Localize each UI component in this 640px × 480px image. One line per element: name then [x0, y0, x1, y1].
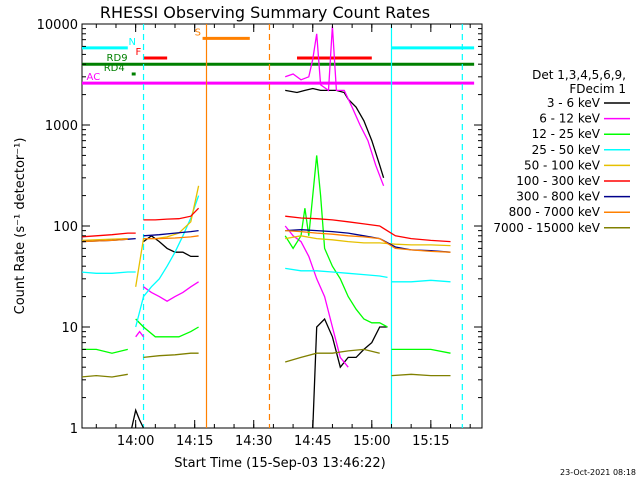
- series-0: [131, 87, 388, 428]
- series-line: [285, 348, 380, 363]
- x-tick-label: 15:15: [412, 434, 449, 449]
- series-line: [391, 279, 451, 283]
- legend-entry-label: 300 - 800 keV: [516, 190, 600, 204]
- series-line: [143, 234, 199, 258]
- legend: Det 1,3,4,5,6,9, FDecim 1 3 - 6 keV 6 - 1…: [493, 68, 630, 235]
- flag-label-rd4: RD4: [104, 63, 125, 74]
- series-line: [82, 237, 128, 241]
- series-line: [143, 281, 199, 302]
- y-tick-label: 10000: [37, 18, 78, 33]
- flag-label-n: N: [129, 37, 136, 48]
- chart-title: RHESSI Observing Summary Count Rates: [100, 3, 430, 22]
- legend-entry-label: 800 - 7000 keV: [509, 205, 601, 219]
- series-line: [82, 238, 128, 243]
- series-line: [285, 267, 388, 279]
- series-line: [82, 232, 136, 238]
- flag-label-rd9: RD9: [107, 53, 128, 64]
- flag-label-s: S: [195, 27, 201, 38]
- series-line: [82, 271, 136, 274]
- series-line: [285, 215, 451, 243]
- series-line: [135, 318, 199, 338]
- series-5: [82, 207, 451, 243]
- series-3: [82, 195, 451, 328]
- series-line: [391, 348, 451, 354]
- series-line: [284, 155, 388, 328]
- legend-entry-label: 50 - 100 keV: [524, 158, 601, 172]
- series-1: [135, 26, 385, 368]
- x-tick-label: 14:30: [235, 434, 272, 449]
- x-tick-label: 14:45: [294, 434, 331, 449]
- legend-entry-label: 6 - 12 keV: [539, 112, 601, 126]
- series-line: [391, 373, 451, 377]
- series-8: [82, 348, 451, 378]
- series-line: [285, 229, 451, 253]
- series-line: [143, 207, 200, 221]
- series-line: [284, 26, 385, 187]
- legend-entry-label: 12 - 25 keV: [532, 127, 601, 141]
- legend-entry-label: 25 - 50 keV: [532, 143, 601, 157]
- y-tick-label: 10: [61, 321, 78, 336]
- series-line: [143, 229, 199, 237]
- series-7: [82, 229, 451, 253]
- legend-header-line2: FDecim 1: [569, 82, 626, 96]
- series-line: [285, 87, 385, 178]
- series-line: [143, 235, 199, 240]
- x-axis-label: Start Time (15-Sep-03 13:46:22): [174, 456, 385, 471]
- series-line: [284, 225, 349, 368]
- flag-label-ac: AC: [87, 72, 101, 83]
- legend-entry-label: 7000 - 15000 keV: [493, 221, 600, 235]
- flag-label-f: F: [136, 47, 142, 58]
- series-line: [285, 235, 451, 247]
- series-line: [312, 317, 388, 428]
- series-line: [135, 195, 200, 328]
- x-tick-label: 14:15: [176, 434, 213, 449]
- y-tick-label: 1000: [45, 119, 78, 134]
- plot-frame: [81, 23, 483, 429]
- legend-header-line1: Det 1,3,4,5,6,9,: [532, 68, 626, 82]
- series-line: [135, 330, 145, 338]
- generation-timestamp: 23-Oct-2021 08:18: [560, 468, 636, 477]
- series-2: [82, 155, 451, 354]
- series-line: [143, 352, 199, 359]
- y-tick-label: 100: [53, 220, 78, 235]
- data-series: [82, 26, 451, 428]
- legend-entry-label: 3 - 6 keV: [547, 96, 601, 110]
- y-tick-label: 1: [70, 422, 78, 437]
- x-tick-label: 15:00: [353, 434, 390, 449]
- y-axis-label: Count Rate (s⁻¹ detector⁻¹): [13, 138, 28, 315]
- series-line: [131, 408, 145, 428]
- series-line: [82, 373, 128, 378]
- axis-ticks: 14:00 14:15 14:30 14:45 15:00 15:15 1 10 100 1000…: [37, 18, 482, 449]
- series-line: [82, 348, 128, 354]
- x-tick-label: 14:00: [117, 434, 154, 449]
- legend-entry-label: 100 - 300 keV: [516, 174, 600, 188]
- reference-lines: [142, 24, 463, 428]
